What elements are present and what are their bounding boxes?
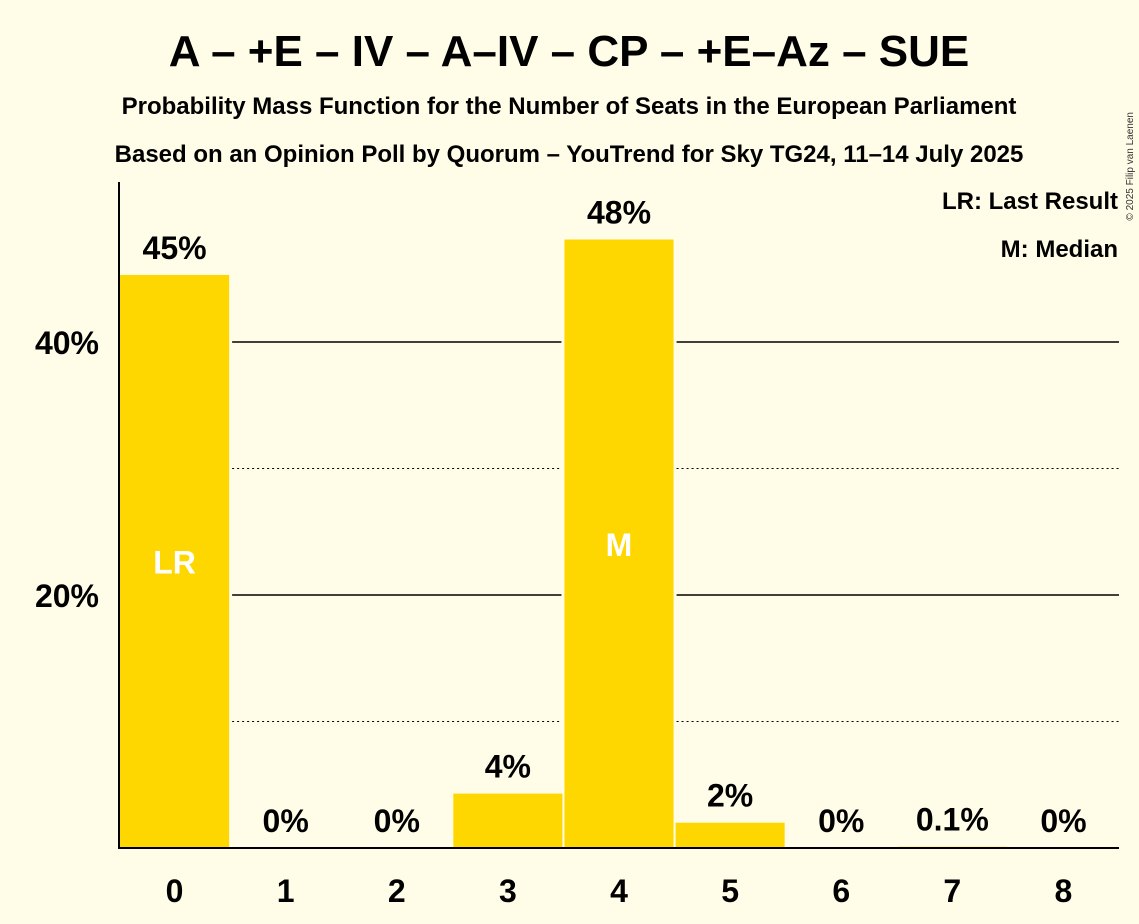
x-tick-label: 8 xyxy=(1055,873,1073,909)
data-label-0: 45% xyxy=(143,230,207,266)
bar-4 xyxy=(564,239,674,848)
x-tick-label: 4 xyxy=(610,873,628,909)
x-tick-label: 3 xyxy=(499,873,517,909)
y-tick-label: 40% xyxy=(35,325,99,361)
bar-marker-lr: LR xyxy=(153,544,196,580)
legend-last-result: LR: Last Result xyxy=(942,188,1118,215)
data-label-4: 48% xyxy=(587,195,651,231)
legend-median: M: Median xyxy=(1001,236,1118,263)
data-label-5: 2% xyxy=(707,778,753,814)
data-labels: 45% 0% 0% 4% 48% 2% 0% 0.1% 0% LR M xyxy=(143,195,1087,839)
bar-marker-m: M xyxy=(606,527,633,563)
y-axis-ticks: 20% 40% xyxy=(35,325,99,614)
bar-3 xyxy=(453,793,563,848)
chart-subtitle-poll: Based on an Opinion Poll by Quorum – You… xyxy=(115,141,1024,168)
x-tick-label: 6 xyxy=(832,873,850,909)
x-axis-ticks: 0 1 2 3 4 5 6 7 8 xyxy=(166,873,1073,909)
x-tick-label: 2 xyxy=(388,873,406,909)
x-tick-label: 0 xyxy=(166,873,184,909)
data-label-2: 0% xyxy=(374,803,420,839)
x-tick-label: 1 xyxy=(277,873,295,909)
bars xyxy=(120,239,1007,849)
x-tick-label: 5 xyxy=(721,873,739,909)
chart-title: A – +E – IV – A–IV – CP – +E–Az – SUE xyxy=(169,27,970,76)
data-label-8: 0% xyxy=(1040,803,1086,839)
copyright-text: © 2025 Filip van Laenen xyxy=(1125,112,1136,221)
bar-0 xyxy=(120,274,230,849)
x-tick-label: 7 xyxy=(943,873,961,909)
y-tick-label: 20% xyxy=(35,578,99,614)
bar-5 xyxy=(675,822,785,848)
data-label-7: 0.1% xyxy=(916,802,989,838)
data-label-3: 4% xyxy=(485,749,531,785)
gridlines xyxy=(232,341,1119,722)
chart-subtitle: Probability Mass Function for the Number… xyxy=(122,93,1017,120)
data-label-1: 0% xyxy=(263,803,309,839)
data-label-6: 0% xyxy=(818,803,864,839)
